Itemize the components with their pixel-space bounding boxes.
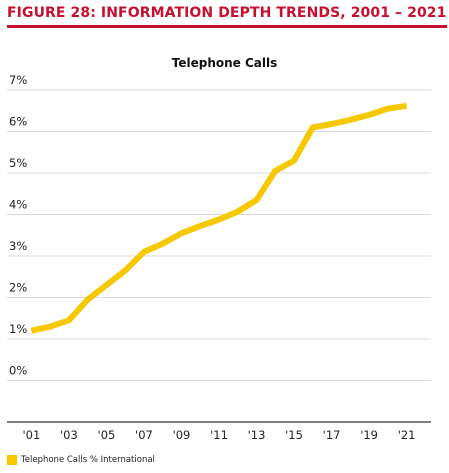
y-tick-label: 1% xyxy=(9,322,27,336)
y-tick-label: 3% xyxy=(9,239,27,253)
figure-title: FIGURE 28: INFORMATION DEPTH TRENDS, 200… xyxy=(7,5,447,21)
x-tick-label: '07 xyxy=(135,428,153,442)
y-tick-label: 6% xyxy=(9,115,27,129)
x-tick-label: '01 xyxy=(22,428,40,442)
chart-title: Telephone Calls xyxy=(171,56,278,70)
x-tick-label: '19 xyxy=(360,428,378,442)
series-lines xyxy=(30,102,408,334)
y-tick-label: 2% xyxy=(9,281,27,295)
y-tick-label: 0% xyxy=(9,364,27,378)
y-tick-label: 7% xyxy=(9,73,27,87)
title-rule xyxy=(7,25,447,28)
legend-swatch xyxy=(7,455,17,465)
x-axis-tick-labels: '01 '03 '05 '07 '09 '11 '13 '15 '17 '19 '21 xyxy=(22,428,415,442)
y-axis-tick-labels: 7% 6% 5% 4% 3% 2% 1% 0% xyxy=(9,73,27,378)
grid-lines xyxy=(7,89,431,381)
legend-label: Telephone Calls % International xyxy=(21,455,155,465)
x-tick-label: '15 xyxy=(285,428,303,442)
x-tick-label: '11 xyxy=(210,428,228,442)
series-line xyxy=(30,102,408,334)
x-tick-label: '21 xyxy=(398,428,416,442)
x-tick-label: '17 xyxy=(323,428,341,442)
y-tick-label: 5% xyxy=(9,156,27,170)
y-tick-label: 4% xyxy=(9,198,27,212)
x-tick-label: '09 xyxy=(173,428,191,442)
x-tick-label: '05 xyxy=(98,428,116,442)
x-tick-label: '13 xyxy=(248,428,266,442)
x-tick-label: '03 xyxy=(60,428,78,442)
legend: Telephone Calls % International xyxy=(7,455,155,465)
